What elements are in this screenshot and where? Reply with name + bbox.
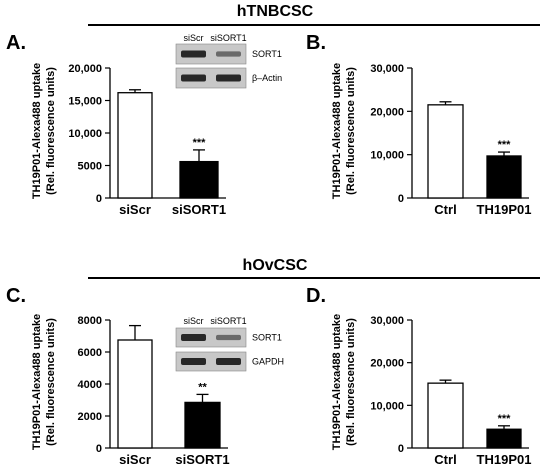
category-label: siScr <box>119 202 151 217</box>
significance-label: *** <box>193 137 207 149</box>
bar-sisort1 <box>184 401 221 449</box>
section-title-bottom: hOvCSC <box>242 257 308 274</box>
panel-letter-a: A. <box>6 32 26 54</box>
section-rule-top <box>88 24 540 26</box>
y-axis-label: TH19P01-Alexa488 uptake <box>31 314 43 450</box>
blot-row-label: GAPDH <box>252 357 284 367</box>
category-label: TH19P01 <box>477 452 532 467</box>
blot-row-label: SORT1 <box>252 333 282 343</box>
y-tick-label: 30,000 <box>370 315 404 327</box>
y-axis-label: TH19P01-Alexa488 uptake <box>331 314 343 450</box>
y-tick-label: 4000 <box>78 379 102 391</box>
significance-label: *** <box>498 413 512 425</box>
bar-th19p01 <box>486 155 522 199</box>
category-label: siSORT1 <box>172 202 226 217</box>
y-tick-label: 0 <box>398 193 404 205</box>
blot-band <box>216 358 241 365</box>
y-tick-label: 2000 <box>78 411 102 423</box>
category-label: TH19P01 <box>477 202 532 217</box>
blot-row-label: β–Actin <box>252 73 282 83</box>
category-label: siSORT1 <box>175 452 229 467</box>
chart-panel-a: 0 5000 10,000 15,000 20,000 TH19P01-Alexa488 … <box>31 33 282 217</box>
y-tick-label: 20,000 <box>68 63 102 75</box>
y-tick-label: 6000 <box>78 347 102 359</box>
y-tick-label: 15,000 <box>68 96 102 108</box>
significance-label: ** <box>198 381 207 393</box>
y-tick-label: 20,000 <box>370 106 404 118</box>
section-title-top: hTNBCSC <box>236 3 314 20</box>
y-tick-label: 20,000 <box>370 358 404 370</box>
y-tick-label: 10,000 <box>68 128 102 140</box>
blot-lane-label: siScr <box>184 316 204 326</box>
y-tick-label: 0 <box>96 193 102 205</box>
y-axis-label: (Rel. fluorescence units) <box>345 318 357 446</box>
category-label: Ctrl <box>434 202 456 217</box>
western-blot-inset: siScr siSORT1 SORT1 GAPDH <box>175 316 284 372</box>
blot-row-label: SORT1 <box>252 49 282 59</box>
blot-lane-label: siSORT1 <box>210 316 246 326</box>
y-axis-label: (Rel. fluorescence units) <box>45 318 57 446</box>
chart-panel-d: 0 10,000 20,000 30,000 TH19P01-Alexa488 upta… <box>331 314 531 467</box>
y-tick-label: 5000 <box>78 161 102 173</box>
blot-band <box>216 51 241 57</box>
bar-siscr <box>117 92 153 199</box>
blot-band <box>181 74 206 82</box>
y-axis-label: TH19P01-Alexa488 uptake <box>331 63 343 199</box>
chart-panel-c: 0 2000 4000 6000 8000 TH19P01-Alexa488 uptake… <box>31 314 284 467</box>
blot-band <box>181 358 206 365</box>
blot-band <box>181 50 206 58</box>
bar-siscr <box>117 339 153 449</box>
bar-th19p01 <box>486 428 522 449</box>
blot-strip <box>175 351 247 372</box>
blot-lane-label: siSORT1 <box>210 33 246 43</box>
section-rule-bottom <box>88 277 540 279</box>
blot-strip <box>175 327 247 348</box>
blot-lane-label: siScr <box>184 33 204 43</box>
y-tick-label: 8000 <box>78 315 102 327</box>
blot-band <box>216 74 241 82</box>
y-tick-label: 10,000 <box>370 400 404 412</box>
blot-band <box>181 334 206 341</box>
y-axis-label: TH19P01-Alexa488 uptake <box>31 63 43 199</box>
panel-letter-c: C. <box>6 285 26 307</box>
panel-letter-b: B. <box>306 32 326 54</box>
blot-strip <box>175 43 247 65</box>
category-label: Ctrl <box>434 452 456 467</box>
chart-panel-b: 0 10,000 20,000 30,000 TH19P01-Alexa488 upta… <box>331 63 531 217</box>
y-tick-label: 10,000 <box>370 150 404 162</box>
y-tick-label: 30,000 <box>370 63 404 75</box>
y-axis-label: (Rel. fluorescence units) <box>345 67 357 195</box>
blot-band <box>216 334 241 341</box>
bar-sisort1 <box>179 160 219 199</box>
y-tick-label: 0 <box>398 443 404 455</box>
y-axis-label: (Rel. fluorescence units) <box>45 67 57 195</box>
blot-strip <box>175 67 247 89</box>
bar-ctrl <box>427 382 464 449</box>
y-tick-label: 0 <box>96 443 102 455</box>
bar-ctrl <box>427 104 464 199</box>
significance-label: *** <box>498 139 512 151</box>
category-label: siScr <box>119 452 151 467</box>
western-blot-inset: siScr siSORT1 SORT1 β–Actin <box>175 33 282 89</box>
panel-letter-d: D. <box>306 285 326 307</box>
